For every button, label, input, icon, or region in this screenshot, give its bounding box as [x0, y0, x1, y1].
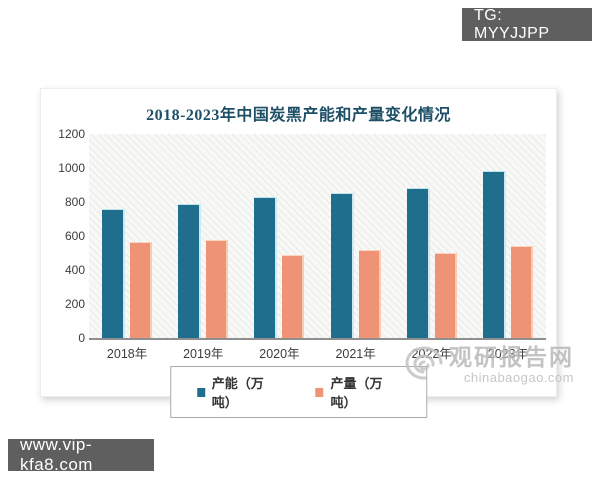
legend-item: 产量（万吨） [315, 373, 401, 411]
chart-legend: 产能（万吨） 产量（万吨） [169, 366, 428, 418]
legend-label: 产能（万吨） [211, 376, 264, 410]
bar-产量（万吨）-2023年 [510, 246, 533, 338]
x-axis-label: 2022年 [411, 347, 452, 361]
legend-marker-icon [315, 387, 324, 397]
x-axis: 2018年 2019年 2020年 2021年 2022年 2023年 [89, 343, 546, 361]
y-tick-label: 1200 [58, 127, 85, 141]
bar-group-2021年 [318, 134, 394, 338]
x-axis-label: 2023年 [487, 347, 529, 361]
bar-产能（万吨）-2019年 [178, 204, 202, 338]
x-axis-label: 2020年 [259, 347, 300, 361]
legend-label: 产量（万吨） [330, 376, 383, 410]
plot-area [89, 134, 546, 340]
bar-group-2018年 [89, 134, 165, 338]
bar-产量（万吨）-2019年 [206, 240, 229, 338]
legend-marker-icon [196, 387, 205, 397]
telegram-watermark-badge: TG: MYYJJPP [462, 7, 592, 42]
y-tick-label: 600 [64, 229, 85, 243]
chart-card: 2018-2023年中国炭黑产能和产量变化情况 0 200 400 600 800 100… [40, 88, 557, 418]
bar-group-2023年 [470, 134, 546, 338]
site-watermark-badge: www.vip-kfa8.com [8, 435, 154, 474]
bar-产能（万吨）-2023年 [482, 171, 506, 338]
y-tick-label: 0 [78, 331, 85, 345]
bar-产能（万吨）-2021年 [330, 193, 354, 338]
y-tick-label: 200 [64, 297, 85, 311]
bar-产能（万吨）-2022年 [406, 188, 430, 338]
bar-产量（万吨）-2021年 [358, 250, 381, 338]
x-axis-label: 2019年 [183, 347, 224, 361]
y-axis: 0 200 400 600 800 1000 1200 [45, 127, 85, 345]
chart-title: 2018-2023年中国炭黑产能和产量变化情况 [146, 107, 451, 124]
bar-产能（万吨）-2020年 [254, 197, 278, 338]
x-axis-label: 2018年 [106, 347, 148, 361]
y-tick-label: 1000 [58, 161, 85, 175]
legend-item: 产能（万吨） [196, 373, 282, 411]
bar-group-2020年 [241, 134, 317, 338]
bar-产量（万吨）-2020年 [282, 255, 305, 338]
bar-group-2022年 [394, 134, 470, 338]
x-axis-label: 2021年 [335, 347, 376, 361]
bar-产量（万吨）-2018年 [130, 242, 153, 338]
bar-产能（万吨）-2018年 [102, 209, 126, 338]
bar-产量（万吨）-2022年 [434, 253, 457, 338]
y-tick-label: 400 [64, 263, 85, 277]
bar-group-2019年 [165, 134, 241, 338]
y-tick-label: 800 [64, 195, 85, 209]
